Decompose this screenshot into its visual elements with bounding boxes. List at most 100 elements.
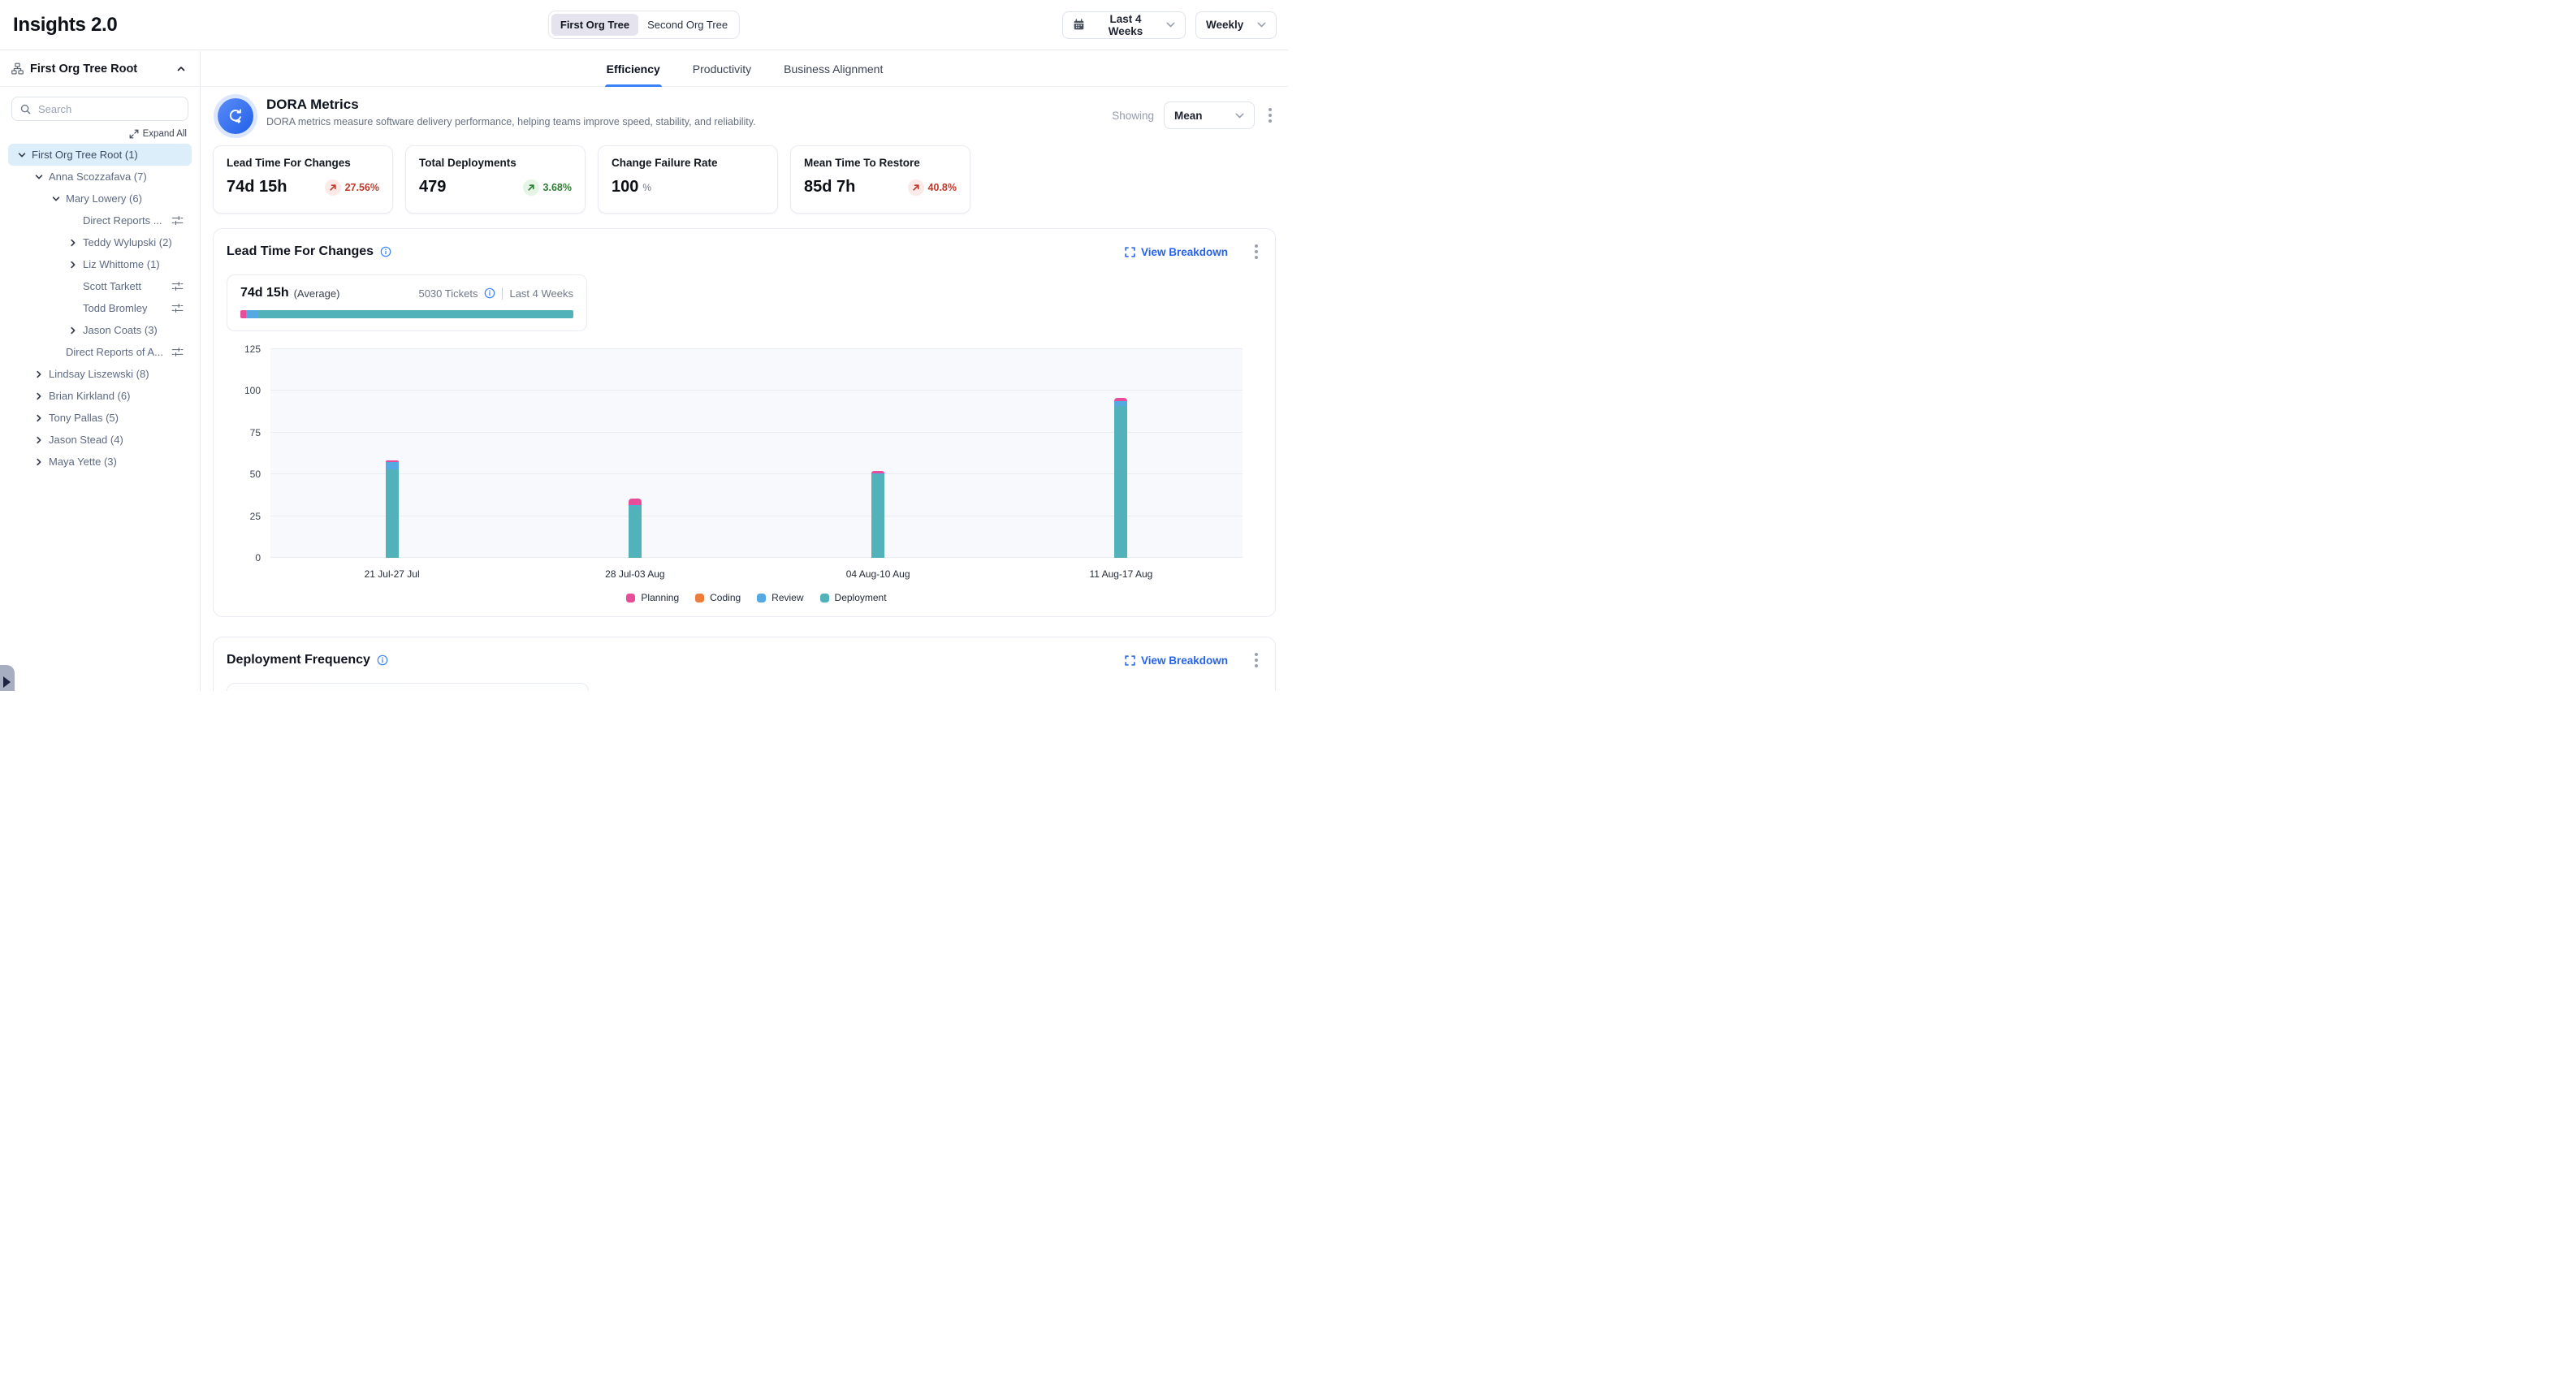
tree-item-jason-coats-3[interactable]: Jason Coats (3) <box>8 319 192 341</box>
metric-card-change-failure-rate: Change Failure Rate 100% <box>598 145 778 214</box>
org-toggle-first-org-tree[interactable]: First Org Tree <box>551 14 639 36</box>
tree-item-scott-tarkett[interactable]: Scott Tarkett <box>8 275 192 297</box>
tree-item-tony-pallas-5[interactable]: Tony Pallas (5) <box>8 407 192 429</box>
legend-item-coding[interactable]: Coding <box>695 592 741 603</box>
chevron-right-icon[interactable] <box>67 237 79 248</box>
granularity-select[interactable]: Weekly <box>1195 11 1277 39</box>
filters-icon[interactable] <box>165 215 184 226</box>
expand-all-button[interactable]: Expand All <box>13 129 187 139</box>
tree-item-mary-lowery-6[interactable]: Mary Lowery (6) <box>8 188 192 209</box>
bar-04-aug-10-aug[interactable] <box>871 471 885 558</box>
chevron-down-icon[interactable] <box>50 193 62 205</box>
lead-time-kebab-menu-icon[interactable] <box>1251 240 1262 263</box>
tree-item-label: Jason Stead (4) <box>49 434 123 446</box>
chevron-down-icon[interactable] <box>33 171 45 183</box>
tree-item-label: Jason Coats (3) <box>83 324 158 336</box>
metric-value: 85d 7h <box>804 178 856 196</box>
chevron-right-icon[interactable] <box>67 325 79 336</box>
summary-bar-segment-deployment <box>257 310 573 318</box>
tree-item-jason-stead-4[interactable]: Jason Stead (4) <box>8 429 192 451</box>
sidebar-collapse-button[interactable] <box>174 62 188 76</box>
bar-11-aug-17-aug[interactable] <box>1114 397 1128 558</box>
tab-productivity[interactable]: Productivity <box>691 51 753 86</box>
legend-swatch-planning <box>626 593 636 602</box>
date-range-value: Last 4 Weeks <box>1108 12 1143 37</box>
bar-segment-deployment <box>871 474 885 558</box>
bar-segment-deployment <box>385 469 399 558</box>
tree-item-direct-reports[interactable]: Direct Reports ... <box>8 209 192 231</box>
filters-icon[interactable] <box>165 281 184 292</box>
trend-badge: 3.68% <box>522 179 572 196</box>
tab-business-alignment[interactable]: Business Alignment <box>782 51 884 86</box>
tree-item-first-org-tree-root-1[interactable]: First Org Tree Root (1) <box>8 144 192 166</box>
org-chart-icon <box>11 63 24 75</box>
sidebar-title: First Org Tree Root <box>30 62 138 76</box>
date-range-select[interactable]: Last 4 Weeks <box>1062 11 1186 39</box>
expand-icon <box>1125 246 1135 257</box>
legend-item-planning[interactable]: Planning <box>626 592 679 603</box>
bar-28-jul-03-aug[interactable] <box>628 499 642 558</box>
tree-item-label: Brian Kirkland (6) <box>49 390 131 402</box>
org-toggle-second-org-tree[interactable]: Second Org Tree <box>638 14 737 36</box>
chevron-right-icon[interactable] <box>33 412 45 424</box>
y-axis-label: 50 <box>249 469 261 481</box>
chevron-right-icon[interactable] <box>33 369 45 380</box>
chevron-down-icon[interactable] <box>16 149 28 161</box>
bar-segment-deployment <box>1114 405 1128 558</box>
metric-value: 74d 15h <box>227 178 287 196</box>
chevron-right-icon[interactable] <box>33 456 45 468</box>
legend-item-deployment[interactable]: Deployment <box>819 592 887 603</box>
tree-item-todd-bromley[interactable]: Todd Bromley <box>8 297 192 319</box>
lead-time-chart: 0 25 50 75 100 125 21 Jul-27 Jul 28 Jul-03 Aug… <box>227 343 1262 603</box>
chevron-spacer <box>67 281 79 292</box>
lead-time-panel-header: Lead Time For Changes View Breakdown <box>227 240 1262 263</box>
info-icon[interactable] <box>377 654 388 666</box>
legend-swatch-deployment <box>819 593 829 602</box>
info-icon[interactable] <box>484 287 495 299</box>
legend-swatch-review <box>757 593 767 602</box>
filters-icon[interactable] <box>165 347 184 357</box>
dora-kebab-menu-icon[interactable] <box>1264 104 1276 127</box>
metric-value: 100 <box>612 178 639 196</box>
info-icon[interactable] <box>380 246 391 257</box>
chevron-right-icon[interactable] <box>33 391 45 402</box>
bar-segment-deployment <box>628 506 642 558</box>
chevron-right-icon[interactable] <box>67 259 79 270</box>
showing-label: Showing <box>1112 109 1154 122</box>
tree-item-liz-whittome-1[interactable]: Liz Whittome (1) <box>8 253 192 275</box>
x-axis-label: 28 Jul-03 Aug <box>605 568 665 580</box>
aggregation-select[interactable]: Mean <box>1164 101 1255 129</box>
view-breakdown-button[interactable]: View Breakdown <box>1120 245 1233 259</box>
tree-item-direct-reports-of-a[interactable]: Direct Reports of A... <box>8 341 192 363</box>
aggregation-value: Mean <box>1174 109 1203 122</box>
bar-21-jul-27-jul[interactable] <box>385 460 399 558</box>
deployment-frequency-title: Deployment Frequency <box>227 653 370 667</box>
page-title: Insights 2.0 <box>13 13 118 36</box>
tree-item-label: Liz Whittome (1) <box>83 258 160 270</box>
chevron-right-icon[interactable] <box>33 434 45 446</box>
search-icon <box>20 104 31 114</box>
search-input[interactable] <box>37 101 179 116</box>
filters-icon[interactable] <box>165 303 184 313</box>
tab-efficiency[interactable]: Efficiency <box>604 51 662 87</box>
deployment-frequency-kebab-menu-icon[interactable] <box>1251 649 1262 672</box>
tree-item-maya-yette-3[interactable]: Maya Yette (3) <box>8 451 192 473</box>
bar-segment-planning <box>1114 397 1128 401</box>
metric-cards-row: Lead Time For Changes 74d 15h 27.56% Total … <box>213 145 1276 214</box>
bar-segment-review <box>628 504 642 507</box>
legend-item-review[interactable]: Review <box>757 592 804 603</box>
tree-item-teddy-wylupski-2[interactable]: Teddy Wylupski (2) <box>8 231 192 253</box>
sidebar-collapse-handle[interactable] <box>0 665 15 691</box>
granularity-value: Weekly <box>1206 19 1244 31</box>
lead-time-panel: Lead Time For Changes View Breakdown <box>213 228 1276 617</box>
view-breakdown-button[interactable]: View Breakdown <box>1120 654 1233 667</box>
chevron-spacer <box>67 303 79 314</box>
bar-segment-planning <box>871 471 885 473</box>
deployment-frequency-summary-card <box>227 683 589 691</box>
bar-segment-planning <box>628 499 642 505</box>
tree-item-anna-scozzafava-7[interactable]: Anna Scozzafava (7) <box>8 166 192 188</box>
tree-item-lindsay-liszewski-8[interactable]: Lindsay Liszewski (8) <box>8 363 192 385</box>
metric-card-lead-time-for-changes: Lead Time For Changes 74d 15h 27.56% <box>213 145 393 214</box>
org-tree: First Org Tree Root (1) Anna Scozzafava (… <box>0 144 200 473</box>
tree-item-brian-kirkland-6[interactable]: Brian Kirkland (6) <box>8 385 192 407</box>
